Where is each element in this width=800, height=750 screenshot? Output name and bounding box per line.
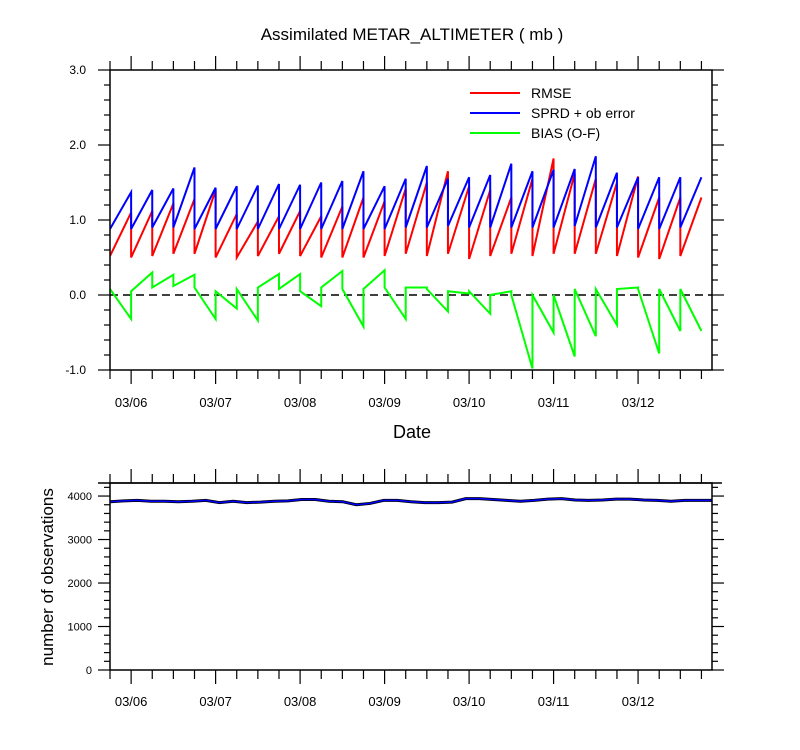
x-tick-label: 03/08	[284, 694, 317, 709]
y-tick-label: 0	[86, 665, 92, 677]
legend-label: SPRD + ob error	[531, 105, 635, 121]
x-tick-label: 03/09	[368, 395, 401, 410]
x-tick-label: 03/11	[538, 694, 570, 709]
x-tick-label: 03/07	[199, 395, 232, 410]
x-tick-label: 03/12	[622, 694, 655, 709]
x-tick-label: 03/06	[115, 694, 148, 709]
x-tick-label: 03/07	[199, 694, 232, 709]
x-tick-label: 03/10	[453, 395, 486, 410]
y-tick-label: 0.0	[69, 288, 86, 302]
obs-count-line	[109, 497, 712, 506]
series-line-spread	[110, 155, 703, 230]
x-axis-label: Date	[393, 422, 431, 442]
x-tick-label: 03/12	[622, 395, 655, 410]
x-tick-label: 03/09	[368, 694, 401, 709]
y-tick-labels: -1.0 0.0 1.0 2.0 3.0	[65, 63, 86, 377]
y-tick-label: 3.0	[69, 63, 86, 77]
y-tick-labels: 0 1000 2000 3000 4000	[68, 491, 92, 677]
legend-label: BIAS (O-F)	[531, 125, 600, 141]
y-tick-label: 1000	[68, 622, 92, 634]
y-tick-label: 2.0	[69, 138, 86, 152]
plot-frame	[109, 482, 713, 671]
series-line-bias	[110, 268, 703, 369]
y-tick-label: 1.0	[69, 213, 86, 227]
x-tick-label: 03/10	[453, 694, 486, 709]
tick-marks	[98, 469, 724, 684]
x-tick-labels: 03/06 03/07 03/08 03/09 03/10 03/11 03/12	[115, 395, 654, 410]
x-tick-labels: 03/06 03/07 03/08 03/09 03/10 03/11 03/12	[115, 694, 654, 709]
y-axis-label: number of observations	[38, 488, 57, 666]
bias-rmse-spread-panel: -1.00.01.02.03.0 03/06 03/07 03/08 03/09 03/…	[65, 56, 724, 442]
chart-title: Assimilated METAR_ALTIMETER ( mb )	[261, 25, 564, 44]
x-tick-label: 03/08	[284, 395, 317, 410]
y-tick-label: 3000	[68, 535, 92, 547]
tick-marks	[98, 56, 724, 384]
y-tick-label: 4000	[68, 491, 92, 503]
legend: RMSE SPRD + ob error BIAS (O-F)	[470, 85, 635, 141]
x-tick-label: 03/11	[538, 395, 570, 410]
legend-label: RMSE	[531, 85, 571, 101]
y-tick-label: 2000	[68, 578, 92, 590]
y-tick-label: -1.0	[65, 363, 86, 377]
x-tick-label: 03/06	[115, 395, 148, 410]
series-group	[109, 497, 712, 507]
series-group	[110, 155, 703, 369]
